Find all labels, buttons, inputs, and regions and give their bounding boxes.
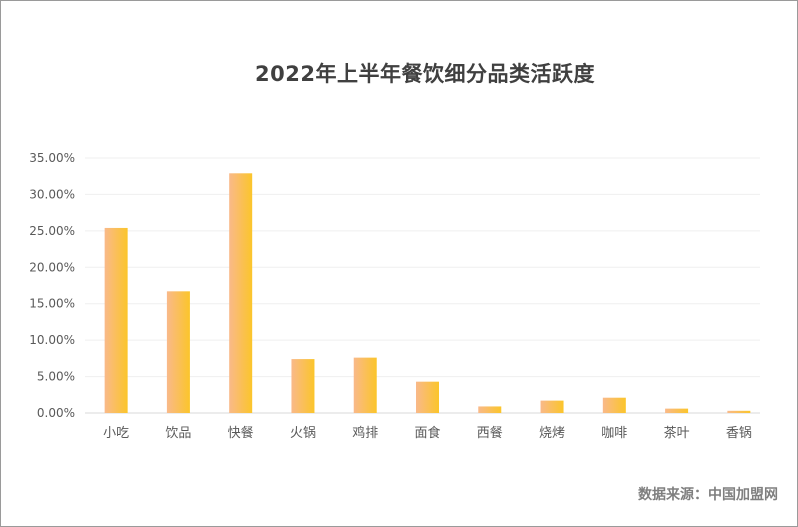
bars	[104, 173, 751, 413]
chart-title: 2022年上半年餐饮细分品类活跃度	[255, 62, 595, 86]
x-tick-label: 鸡排	[352, 425, 378, 441]
y-tick-label: 5.00%	[37, 370, 75, 384]
x-tick-label: 西餐	[477, 425, 503, 441]
y-tick-label: 30.00%	[29, 187, 75, 201]
x-tick-label: 茶叶	[664, 425, 690, 441]
bar-6	[478, 406, 502, 413]
bar-1	[166, 291, 190, 413]
x-tick-label: 咖啡	[601, 426, 627, 441]
bar-2	[229, 173, 253, 413]
bar-8	[602, 397, 626, 413]
bar-9	[665, 408, 689, 413]
x-axis-labels: 小吃 饮品 快餐 火锅 鸡排 面食 西餐 烧烤 咖啡 茶叶 香锅	[103, 425, 752, 441]
y-tick-label: 25.00%	[29, 224, 75, 238]
bar-4	[353, 357, 377, 413]
gridlines	[85, 157, 760, 414]
y-tick-label: 35.00%	[29, 151, 75, 165]
bar-7	[540, 400, 564, 413]
y-tick-label: 0.00%	[37, 406, 75, 420]
x-tick-label: 烧烤	[539, 426, 565, 441]
data-source: 数据来源：中国加盟网	[638, 487, 778, 503]
x-tick-label: 快餐	[228, 425, 254, 441]
x-tick-label: 香锅	[726, 425, 752, 441]
y-tick-label: 20.00%	[29, 260, 75, 274]
y-tick-label: 10.00%	[29, 333, 75, 347]
bar-3	[291, 359, 315, 413]
x-tick-label: 小吃	[103, 425, 129, 441]
x-tick-label: 饮品	[165, 426, 191, 441]
x-tick-label: 面食	[414, 425, 440, 441]
bar-0	[104, 227, 128, 413]
bar-10	[727, 410, 751, 413]
x-tick-label: 火锅	[290, 425, 316, 441]
bar-5	[416, 381, 439, 413]
y-axis-ticks: 0.00% 5.00% 10.00% 15.00% 20.00% 25.00% 30.00%…	[29, 151, 75, 420]
y-tick-label: 15.00%	[29, 297, 75, 311]
